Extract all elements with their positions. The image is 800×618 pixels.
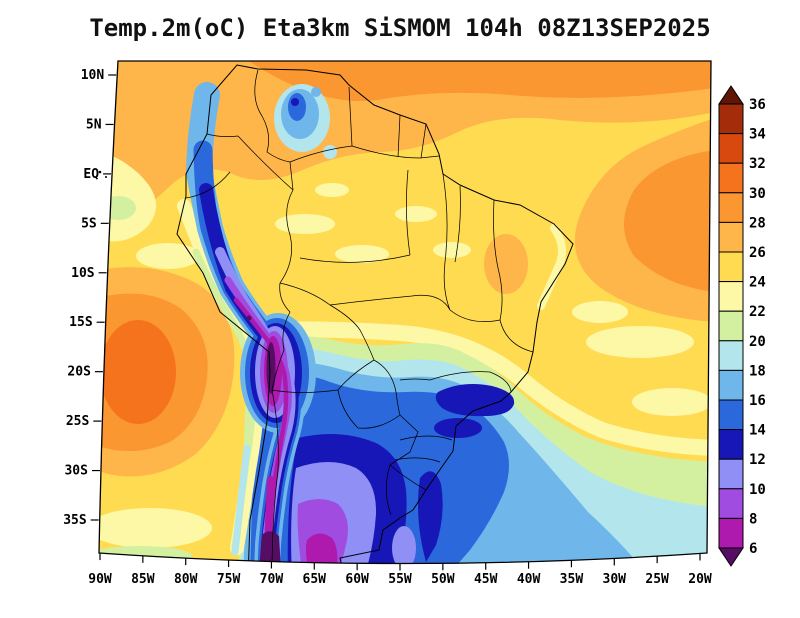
colorbar-segment: [718, 310, 744, 342]
colorbar-segment: [718, 103, 744, 135]
lon-tick-label: 20W: [688, 572, 712, 587]
lon-tick-label: 35W: [560, 572, 584, 587]
lat-tick-label: EQ: [83, 167, 99, 182]
colorbar-segment: [718, 281, 744, 312]
colorbar-tick-label: 18: [749, 363, 766, 379]
lat-tick-label: 10S: [71, 266, 95, 281]
colorbar-tick-label: 32: [749, 156, 766, 172]
colorbar: 36 34 32 30 28 26 24 22 20 18 16 14 12 10 8 6: [718, 85, 766, 567]
colorbar-tick-label: 20: [749, 334, 766, 350]
lon-tick-label: 30W: [603, 572, 627, 587]
colorbar-tick-label: 22: [749, 304, 766, 320]
lat-tick-label: 5S: [81, 216, 97, 231]
colorbar-tick-label: 36: [749, 97, 766, 113]
lon-tick-label: 40W: [517, 572, 541, 587]
colorbar-tick-label: 16: [749, 393, 766, 409]
lat-tick-label: 10N: [81, 68, 105, 83]
colorbar-segment: [718, 340, 744, 371]
domain-outline: [98, 60, 712, 565]
colorbar-tick-label: 24: [749, 275, 766, 291]
island-speck: [98, 170, 102, 174]
internal-borders: [185, 69, 534, 564]
lat-tick-label: 25S: [66, 414, 90, 429]
lon-tick-label: 25W: [645, 572, 669, 587]
colorbar-segment: [718, 517, 744, 549]
colorbar-tick-label: 6: [749, 541, 757, 557]
lat-tick-label: 35S: [63, 513, 87, 528]
colorbar-tick-label: 12: [749, 452, 766, 468]
lon-tick-label: 75W: [217, 572, 241, 587]
colorbar-tick-label: 8: [749, 511, 757, 527]
lon-tick-label: 50W: [431, 572, 455, 587]
lon-tick-label: 55W: [388, 572, 412, 587]
colorbar-tick-label: 10: [749, 482, 766, 498]
colorbar-segment: [718, 429, 744, 460]
colorbar-segment: [718, 369, 744, 401]
country-borders: [176, 64, 574, 564]
temperature-field: [99, 61, 711, 564]
coastline: [176, 64, 574, 564]
colorbar-segment: [718, 133, 744, 164]
lon-tick-label: 80W: [174, 572, 198, 587]
lon-tick-label: 60W: [345, 572, 369, 587]
colorbar-segment: [718, 251, 744, 283]
lon-tick-label: 85W: [131, 572, 155, 587]
plot-title: Temp.2m(oC) Eta3km SiSMOM 104h 08Z13SEP2…: [89, 14, 711, 42]
colorbar-tick-label: 30: [749, 186, 766, 202]
colorbar-segment: [718, 192, 744, 223]
colorbar-arrow-bottom: [718, 547, 744, 567]
colorbar-segment: [718, 221, 744, 253]
lon-tick-label: 45W: [474, 572, 498, 587]
colorbar-arrow-top: [718, 85, 744, 105]
colorbar-segment: [718, 162, 744, 194]
lat-tick-label: 20S: [67, 365, 91, 380]
lat-axis: 10N 5N EQ 5S 10S 15S 20S 25S 30S 35S: [63, 68, 117, 528]
colorbar-tick-label: 28: [749, 215, 766, 231]
lat-tick-label: 15S: [69, 315, 93, 330]
lon-tick-label: 65W: [303, 572, 327, 587]
lon-tick-label: 90W: [88, 572, 112, 587]
island-speck: [105, 176, 107, 178]
colorbar-segment: [718, 488, 744, 519]
colorbar-tick-label: 34: [749, 127, 766, 143]
lat-tick-label: 5N: [86, 117, 102, 132]
colorbar-tick-label: 14: [749, 423, 766, 439]
colorbar-tick-label: 26: [749, 245, 766, 261]
colorbar-segment: [718, 399, 744, 431]
lon-tick-label: 70W: [260, 572, 284, 587]
lon-axis: 90W 85W 80W 75W 70W 65W 60W 55W 50W 45W 40W 35W 30W 2…: [88, 553, 712, 587]
lat-tick-label: 30S: [64, 464, 88, 479]
colorbar-segment: [718, 458, 744, 490]
